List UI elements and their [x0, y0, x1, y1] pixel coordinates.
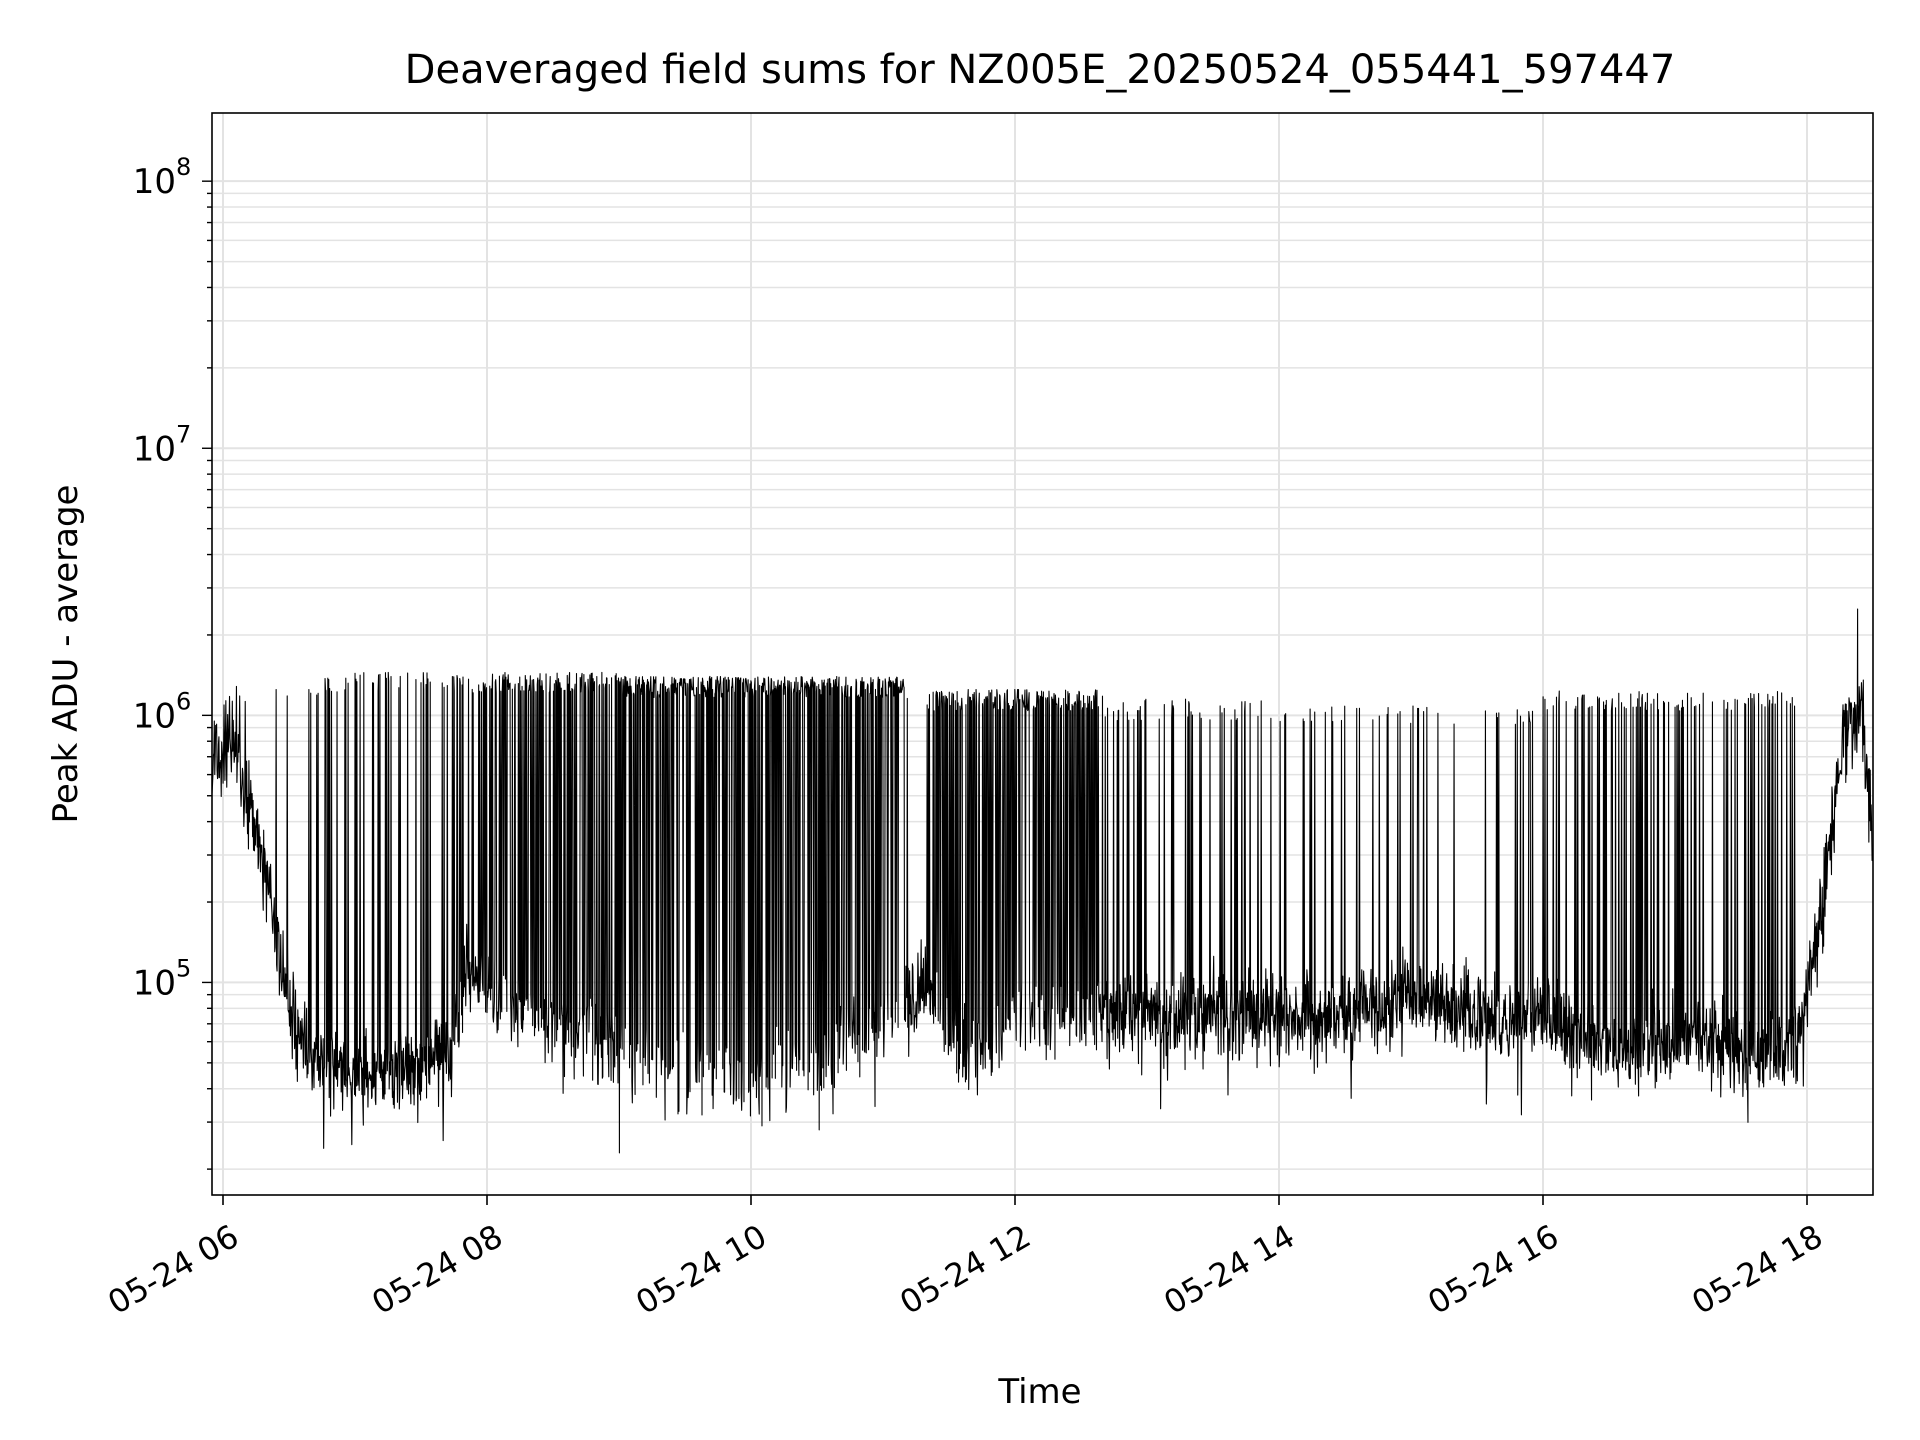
y-tick-exponent: 7 — [176, 420, 191, 448]
y-tick-exponent: 5 — [176, 954, 191, 982]
y-tick-label: 10 — [133, 162, 176, 202]
plot-frame — [211, 112, 1874, 1196]
y-tick-base: 10 — [133, 963, 176, 1003]
data-line — [211, 608, 1874, 1154]
y-axis-label: Peak ADU - average — [46, 485, 86, 824]
y-tick-label: 10 — [133, 429, 176, 469]
y-tick-base: 10 — [133, 162, 176, 202]
series-line — [211, 608, 1874, 1154]
y-tick-exponent: 6 — [176, 687, 191, 715]
x-axis-label: Time — [997, 1372, 1081, 1412]
y-tick-label: 10 — [133, 696, 176, 736]
y-tick-base: 10 — [133, 696, 176, 736]
y-tick-exponent: 8 — [176, 153, 191, 181]
y-tick-base: 10 — [133, 429, 176, 469]
y-tick-label: 10 — [133, 963, 176, 1003]
chart-title: Deaveraged field sums for NZ005E_2025052… — [405, 47, 1676, 93]
